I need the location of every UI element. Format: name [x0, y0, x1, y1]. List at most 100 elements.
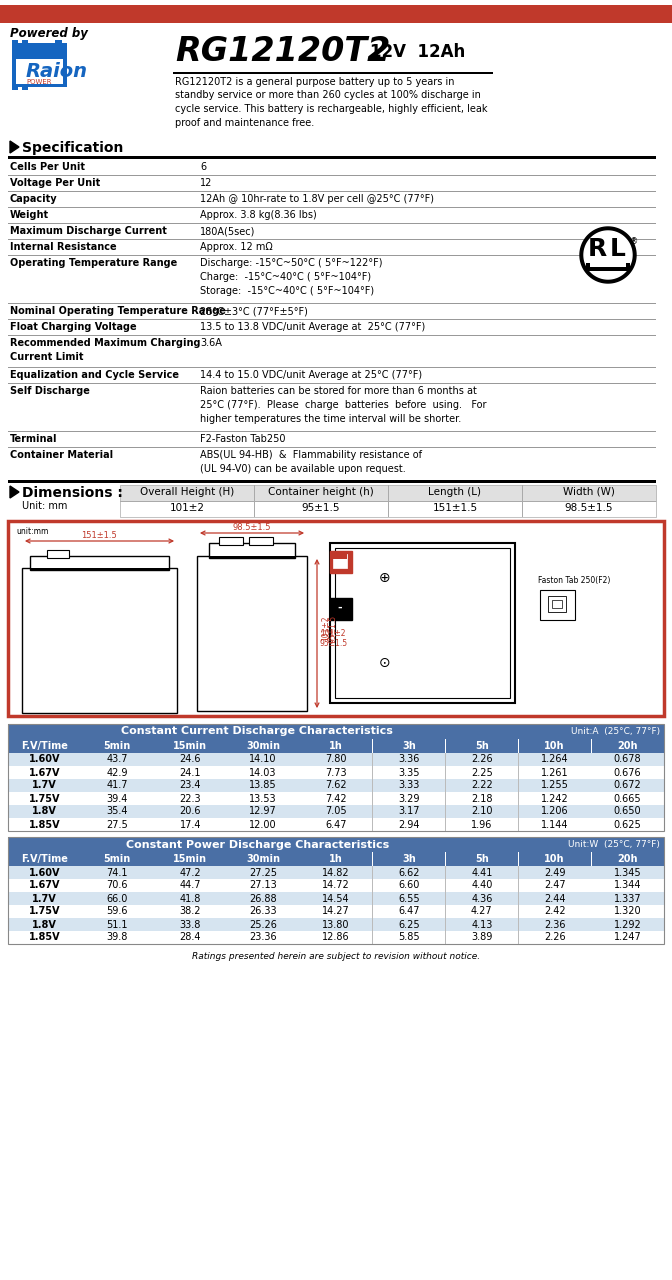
Text: 24.6: 24.6 — [179, 754, 201, 764]
Text: Length (L): Length (L) — [429, 486, 482, 497]
Text: 1.144: 1.144 — [541, 819, 569, 829]
Text: 28.4: 28.4 — [179, 933, 201, 942]
Text: 101±2: 101±2 — [321, 616, 330, 641]
Text: 24.1: 24.1 — [179, 768, 201, 777]
Text: 2.18: 2.18 — [471, 794, 493, 804]
Bar — [626, 262, 630, 271]
Polygon shape — [10, 141, 19, 154]
Text: 1.60V: 1.60V — [29, 868, 60, 878]
Text: 27.13: 27.13 — [249, 881, 277, 891]
Text: Constant Current Discharge Characteristics: Constant Current Discharge Characteristi… — [122, 727, 393, 736]
Text: F.V/Time: F.V/Time — [21, 741, 68, 751]
Text: 101±2: 101±2 — [320, 628, 345, 637]
Text: 7.80: 7.80 — [325, 754, 347, 764]
Text: 1.85V: 1.85V — [29, 933, 60, 942]
Bar — [13, 47, 14, 58]
Text: 27.5: 27.5 — [106, 819, 128, 829]
Text: 26.88: 26.88 — [249, 893, 277, 904]
Text: Specification: Specification — [22, 141, 124, 155]
Bar — [552, 600, 562, 608]
Bar — [335, 548, 510, 698]
Bar — [120, 500, 656, 517]
Text: ⊙: ⊙ — [379, 655, 391, 669]
Text: Equalization and Cycle Service: Equalization and Cycle Service — [10, 370, 179, 380]
Text: 5h: 5h — [475, 741, 489, 751]
Text: 3.29: 3.29 — [398, 794, 419, 804]
Text: 1.264: 1.264 — [541, 754, 569, 764]
Text: RG12120T2: RG12120T2 — [175, 35, 390, 68]
Text: 2.42: 2.42 — [544, 906, 565, 916]
Bar — [16, 46, 63, 84]
Text: 2.22: 2.22 — [471, 781, 493, 791]
Text: standby service or more than 260 cycles at 100% discharge in: standby service or more than 260 cycles … — [175, 91, 481, 101]
Text: 20h: 20h — [618, 854, 638, 864]
Text: 95±1.5: 95±1.5 — [328, 614, 337, 643]
Text: 20h: 20h — [618, 741, 638, 751]
Text: 151±1.5: 151±1.5 — [81, 531, 117, 540]
Bar — [8, 753, 664, 765]
Bar — [333, 554, 347, 568]
Text: 43.7: 43.7 — [107, 754, 128, 764]
Text: 4.27: 4.27 — [471, 906, 493, 916]
Text: higher temperatures the time interval will be shorter.: higher temperatures the time interval wi… — [200, 413, 461, 424]
Text: 1.206: 1.206 — [541, 806, 569, 817]
Polygon shape — [10, 486, 19, 498]
Text: proof and maintenance free.: proof and maintenance free. — [175, 118, 314, 128]
Text: 7.62: 7.62 — [325, 781, 347, 791]
Text: 12.86: 12.86 — [322, 933, 350, 942]
Text: Operating Temperature Range: Operating Temperature Range — [10, 259, 177, 268]
Text: Unit:A  (25°C, 77°F): Unit:A (25°C, 77°F) — [571, 727, 660, 736]
Text: 33.8: 33.8 — [179, 919, 201, 929]
Text: 1.85V: 1.85V — [29, 819, 60, 829]
Text: 1.242: 1.242 — [541, 794, 569, 804]
Text: 35.4: 35.4 — [107, 806, 128, 817]
Text: Faston Tab 250(F2): Faston Tab 250(F2) — [538, 576, 610, 585]
Text: +: + — [337, 558, 345, 568]
Bar — [30, 568, 169, 570]
Text: 2.10: 2.10 — [471, 806, 493, 817]
Bar — [12, 44, 67, 87]
Text: Storage:  -15°C~40°C ( 5°F~104°F): Storage: -15°C~40°C ( 5°F~104°F) — [200, 285, 374, 296]
Text: 1.67V: 1.67V — [29, 768, 60, 777]
Text: 1.75V: 1.75V — [29, 794, 60, 804]
Text: 14.82: 14.82 — [322, 868, 350, 878]
Text: 4.13: 4.13 — [471, 919, 493, 929]
Text: 5.85: 5.85 — [398, 933, 420, 942]
Text: Nominal Operating Temperature Range: Nominal Operating Temperature Range — [10, 306, 226, 316]
Text: F.V/Time: F.V/Time — [21, 854, 68, 864]
Bar — [16, 46, 63, 59]
Text: Weight: Weight — [10, 210, 49, 220]
Bar — [330, 543, 515, 703]
Text: 0.678: 0.678 — [614, 754, 641, 764]
Text: 1.255: 1.255 — [541, 781, 569, 791]
Text: Powered by: Powered by — [10, 27, 88, 40]
Text: 2.36: 2.36 — [544, 919, 565, 929]
Text: 1.337: 1.337 — [614, 893, 641, 904]
Text: Container height (h): Container height (h) — [268, 486, 374, 497]
Text: 6: 6 — [200, 163, 206, 172]
Text: 47.2: 47.2 — [179, 868, 201, 878]
Text: 7.73: 7.73 — [325, 768, 347, 777]
Text: 25.26: 25.26 — [249, 919, 277, 929]
Bar — [8, 852, 664, 867]
Text: Container Material: Container Material — [10, 451, 113, 460]
Bar — [8, 156, 656, 159]
Bar — [8, 867, 664, 879]
Bar — [197, 556, 307, 710]
Text: Capacity: Capacity — [10, 195, 58, 204]
Text: 15min: 15min — [173, 854, 207, 864]
Text: 0.672: 0.672 — [614, 781, 642, 791]
Text: 7.05: 7.05 — [325, 806, 347, 817]
Text: 13.80: 13.80 — [323, 919, 349, 929]
Text: 23.36: 23.36 — [249, 933, 277, 942]
Text: 12Ah @ 10hr-rate to 1.8V per cell @25°C (77°F): 12Ah @ 10hr-rate to 1.8V per cell @25°C … — [200, 195, 434, 204]
Text: 12.97: 12.97 — [249, 806, 277, 817]
Text: 10h: 10h — [544, 854, 565, 864]
Text: 3.17: 3.17 — [398, 806, 419, 817]
Text: 14.72: 14.72 — [322, 881, 350, 891]
Bar — [586, 268, 630, 271]
Text: 17.4: 17.4 — [179, 819, 201, 829]
Text: 1.345: 1.345 — [614, 868, 641, 878]
Bar — [8, 892, 664, 905]
Text: 14.10: 14.10 — [249, 754, 277, 764]
